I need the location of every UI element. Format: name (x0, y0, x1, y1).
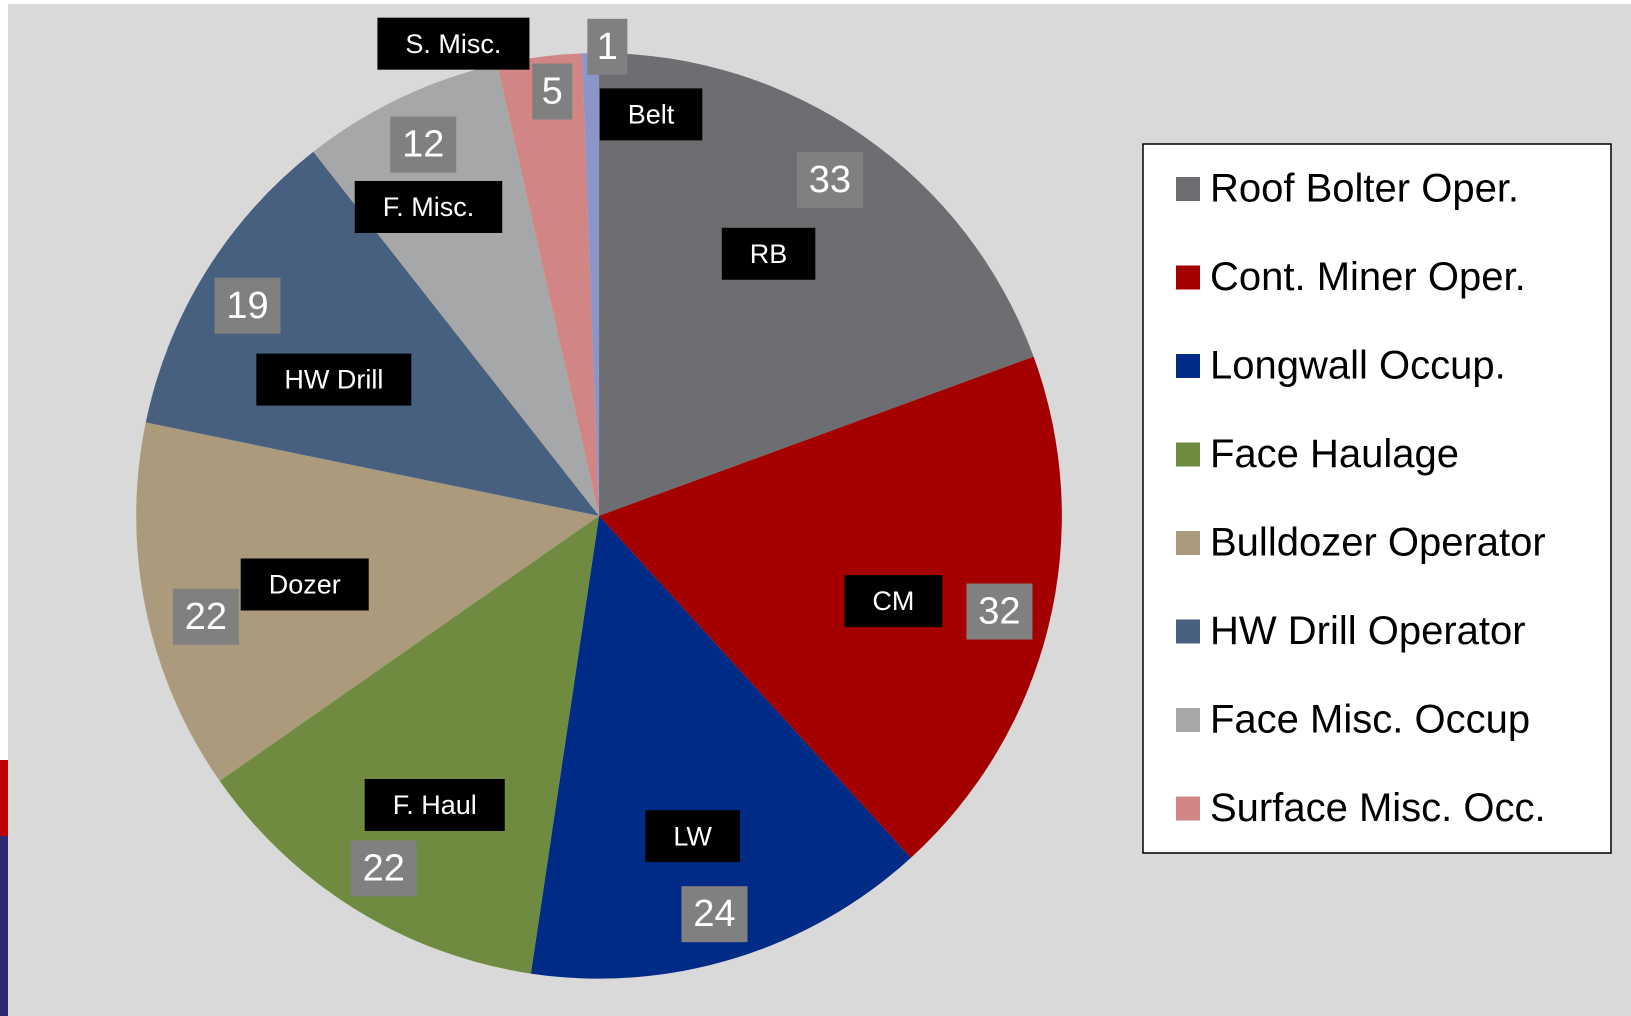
value-label: 1 (597, 26, 618, 68)
value-label: 19 (226, 285, 268, 327)
legend-swatch (1176, 177, 1200, 201)
category-label-box (599, 88, 703, 141)
value-label-box (532, 63, 573, 120)
value-label: 5 (542, 71, 563, 113)
category-label: Dozer (269, 570, 341, 600)
pie-slice (219, 515, 600, 974)
legend-swatch (1176, 442, 1200, 467)
value-label: 22 (185, 596, 227, 638)
value-label: 22 (363, 847, 405, 889)
side-bar-blue (0, 836, 8, 1016)
pie-slice (530, 515, 911, 979)
value-label-box (587, 18, 628, 75)
value-label-box (172, 588, 239, 645)
category-label-box (844, 575, 943, 628)
category-label-box (377, 17, 530, 70)
pie-slice (313, 64, 600, 516)
category-label: S. Misc. (405, 29, 501, 59)
category-label-box (721, 227, 816, 280)
legend-label: Roof Bolter Oper. (1210, 167, 1519, 211)
legend-label: HW Drill Operator (1210, 609, 1526, 653)
legend-swatch (1176, 619, 1200, 644)
legend-box (1142, 143, 1612, 854)
pie-slice (599, 53, 1034, 516)
legend-swatch (1176, 265, 1200, 290)
pie-slice (581, 53, 600, 516)
pie-slice (145, 151, 600, 516)
category-label: F. Misc. (383, 192, 475, 222)
value-label: 12 (402, 124, 444, 166)
category-label: RB (750, 239, 788, 269)
legend-label: Bulldozer Operator (1210, 521, 1546, 565)
value-label: 32 (978, 591, 1020, 633)
category-label-box (240, 558, 369, 611)
legend-label: Surface Misc. Occ. (1210, 786, 1546, 830)
side-bar-red (0, 760, 8, 836)
category-label: F. Haul (393, 790, 477, 820)
category-label: Belt (628, 100, 675, 130)
category-label-box (645, 810, 740, 863)
value-label-box (390, 116, 457, 173)
category-label: CM (872, 586, 914, 616)
value-label-box (796, 151, 863, 208)
pie-slice (497, 53, 600, 516)
legend-label: Face Haulage (1210, 432, 1459, 476)
value-label: 33 (809, 159, 851, 201)
value-label: 24 (693, 893, 735, 935)
value-label-box (966, 583, 1033, 640)
value-label-box (350, 840, 417, 897)
category-label: LW (673, 821, 712, 851)
legend-label: Longwall Occup. (1210, 344, 1506, 388)
legend-swatch (1176, 708, 1200, 732)
value-label-box (214, 277, 281, 334)
category-label-box (256, 353, 412, 406)
legend-swatch (1176, 531, 1200, 555)
legend-swatch (1176, 796, 1200, 821)
legend-swatch (1176, 354, 1200, 378)
pie-slice (599, 356, 1062, 858)
category-label-box (364, 778, 505, 831)
value-label-box (681, 886, 748, 943)
legend-label: Cont. Miner Oper. (1210, 255, 1526, 299)
legend-label: Face Misc. Occup (1210, 698, 1530, 742)
category-label: HW Drill (284, 365, 383, 395)
category-label-box (354, 180, 503, 233)
